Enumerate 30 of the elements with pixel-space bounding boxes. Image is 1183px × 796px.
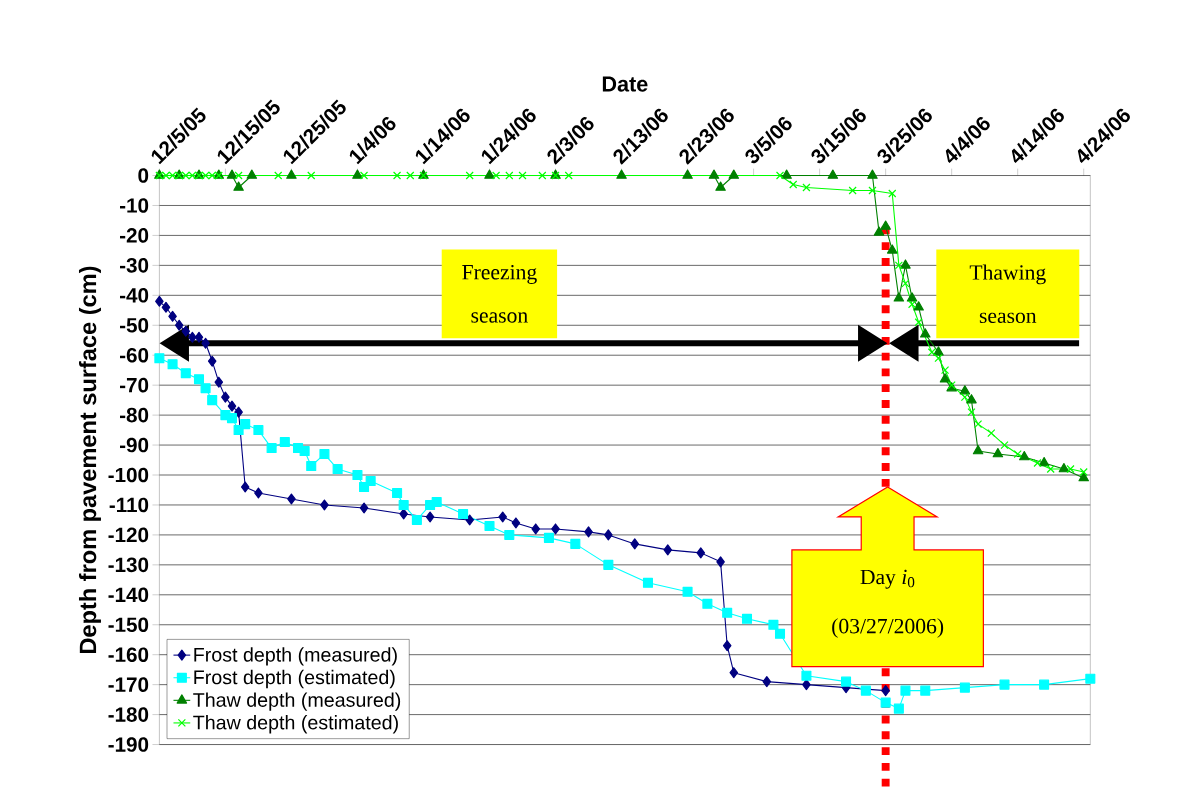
text: Thawing season [969,264,1046,324]
y-tick-label: -110 [109,497,149,513]
y-tick-label: -170 [108,677,149,693]
y-tick-label: -30 [119,258,149,273]
y-tick-label: -120 [108,527,149,543]
y-tick-label: -90 [119,437,149,453]
y-tick-label: -160 [108,647,149,663]
y-tick-label: -10 [119,198,149,213]
legend-label: Frost depth (measured) [194,647,397,666]
annotation: Day i$_{0}$ [860,569,915,589]
annotation: (03/27/2006) [832,618,944,638]
y-tick-label: -40 [119,288,149,303]
y-tick-label: -150 [108,617,149,633]
text: Freezing season [462,265,537,323]
y-tick-label: -80 [119,407,149,423]
legend-label: Thaw depth (measured) [193,692,401,711]
y-axis-title: Depth from pavement surface (cm) [78,266,101,654]
y-tick-label: -60 [119,347,149,363]
y-tick-label: -180 [108,707,149,722]
y-tick-label: -70 [119,377,149,393]
x-axis-title: Date [602,76,648,92]
y-tick-label: -140 [108,587,149,603]
y-tick-label: -100 [108,467,149,483]
y-tick-label: -20 [119,228,149,243]
y-tick-label: -50 [119,318,149,333]
y-tick-label: -190 [108,737,149,752]
y-tick-label: -130 [108,557,149,573]
y-tick-label: 0 [138,168,149,183]
legend-label: Thaw depth (estimated) [193,715,398,734]
legend-label: Frost depth (estimated) [194,669,395,689]
